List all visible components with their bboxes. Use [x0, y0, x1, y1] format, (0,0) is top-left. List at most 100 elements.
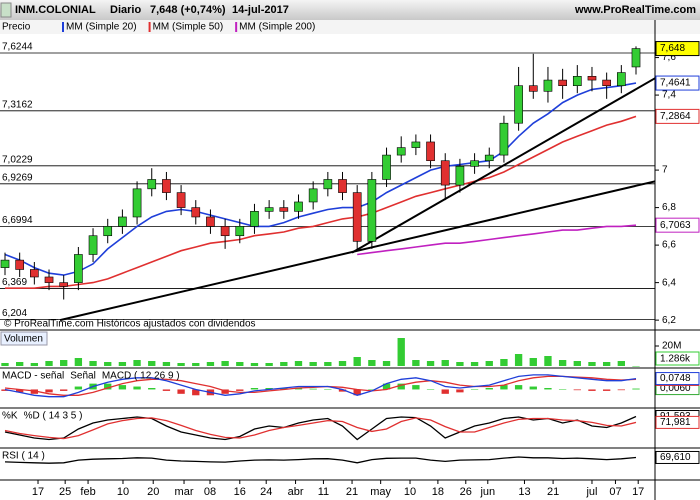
volume-bar	[397, 338, 405, 366]
histogram-bar	[632, 388, 640, 390]
x-tick-label: jul	[585, 486, 597, 498]
histogram-bar	[529, 386, 537, 390]
candle-body	[455, 166, 465, 186]
histogram-bar	[1, 389, 9, 391]
x-tick-label: feb	[80, 486, 95, 498]
histogram-bar	[309, 388, 317, 390]
histogram-bar	[324, 389, 332, 390]
y-tick-label: 6,2	[662, 315, 676, 326]
volume-bar	[426, 361, 435, 366]
histogram-bar	[573, 389, 581, 391]
candle-body	[484, 154, 494, 162]
histogram-bar	[280, 388, 288, 390]
legend-swatch	[148, 22, 151, 32]
candle-body	[191, 207, 201, 218]
candle-body	[470, 160, 479, 167]
volume-bar	[602, 362, 611, 366]
x-tick-label: 24	[260, 486, 272, 498]
legend-entry: %K	[2, 411, 18, 422]
x-tick-label: 18	[432, 486, 444, 498]
x-tick-label: abr	[288, 486, 304, 498]
histogram-bar	[558, 389, 567, 390]
histogram-bar	[485, 388, 493, 390]
volume-bar	[133, 360, 141, 366]
volume-bar	[60, 360, 68, 366]
candle-body	[206, 216, 215, 227]
candle-body	[264, 207, 274, 212]
volume-bar	[588, 362, 596, 366]
price-plot	[0, 46, 655, 322]
histogram-bar	[133, 386, 141, 390]
volume-bar	[206, 362, 215, 366]
volume-bar	[74, 358, 83, 366]
candle-body	[147, 179, 157, 190]
candle-body	[382, 154, 391, 180]
level-label: 6,9269	[2, 172, 33, 183]
histogram-bar	[353, 389, 361, 396]
histogram-bar	[441, 389, 449, 394]
value-label-box	[655, 450, 700, 464]
histogram-bar	[16, 389, 24, 393]
volume-bar	[45, 361, 53, 366]
histogram-bar	[148, 388, 156, 390]
volume-bar	[485, 361, 493, 366]
candle-body	[220, 226, 230, 237]
y-tick-label: 7	[662, 165, 668, 176]
candle-body	[59, 282, 69, 287]
volume-bar	[456, 362, 464, 366]
candle-body	[132, 188, 142, 218]
legend-entry: MACD ( 12 26 9 )	[102, 371, 180, 382]
candle-body	[88, 235, 98, 255]
volume-bar	[16, 362, 24, 366]
volume-bar	[353, 357, 361, 366]
moving-average	[4, 82, 637, 276]
histogram-bar	[265, 388, 273, 390]
legend-swatch	[62, 22, 64, 32]
volume-bar	[162, 362, 171, 366]
value-label-box	[655, 351, 700, 366]
histogram-bar	[162, 389, 171, 391]
histogram-bar	[368, 389, 376, 390]
x-tick-label: jun	[479, 486, 495, 498]
candle-body	[528, 85, 538, 92]
symbol-icon	[0, 2, 12, 18]
volume-bar	[236, 362, 244, 366]
histogram-bar	[397, 383, 405, 390]
candle-body	[74, 254, 83, 283]
volume-bar	[192, 363, 200, 366]
candle-body	[279, 207, 289, 212]
candle-body	[15, 259, 25, 270]
histogram-bar	[294, 388, 303, 390]
histogram-bar	[192, 389, 200, 396]
level-label: 6,204	[2, 308, 27, 319]
volume-bar	[412, 360, 420, 366]
y-tick-label: 6,8	[662, 202, 676, 213]
volume-bar	[177, 363, 185, 366]
histogram-bar	[60, 389, 68, 391]
candle-body	[162, 179, 171, 193]
candle-body	[411, 141, 421, 148]
candle-body	[602, 79, 611, 86]
level-label: 6,6994	[2, 215, 33, 226]
histogram-bar	[118, 385, 127, 390]
volume-bar	[514, 354, 523, 366]
volume-bar	[309, 362, 317, 366]
value-label: 1.286k	[660, 354, 691, 365]
histogram-bar	[412, 385, 420, 390]
volume-bar	[89, 361, 97, 366]
histogram-bar	[221, 389, 229, 394]
value-label-box	[655, 217, 700, 233]
candle-body	[118, 216, 127, 227]
volume-bar	[573, 361, 581, 366]
moving-average	[5, 115, 637, 289]
period: Diario	[110, 4, 141, 16]
x-tick-label: 17	[632, 486, 644, 498]
candle-body	[294, 201, 303, 212]
volume-bar	[544, 356, 552, 366]
x-tick-label: 10	[404, 486, 416, 498]
value-label-box	[655, 108, 700, 124]
histogram-bar	[588, 389, 596, 391]
value-label: 7,2864	[660, 111, 691, 122]
volume-bar	[30, 363, 39, 366]
